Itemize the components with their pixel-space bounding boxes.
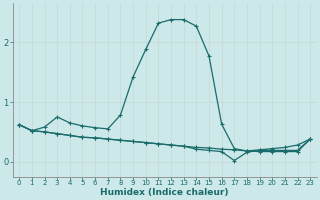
- X-axis label: Humidex (Indice chaleur): Humidex (Indice chaleur): [100, 188, 229, 197]
